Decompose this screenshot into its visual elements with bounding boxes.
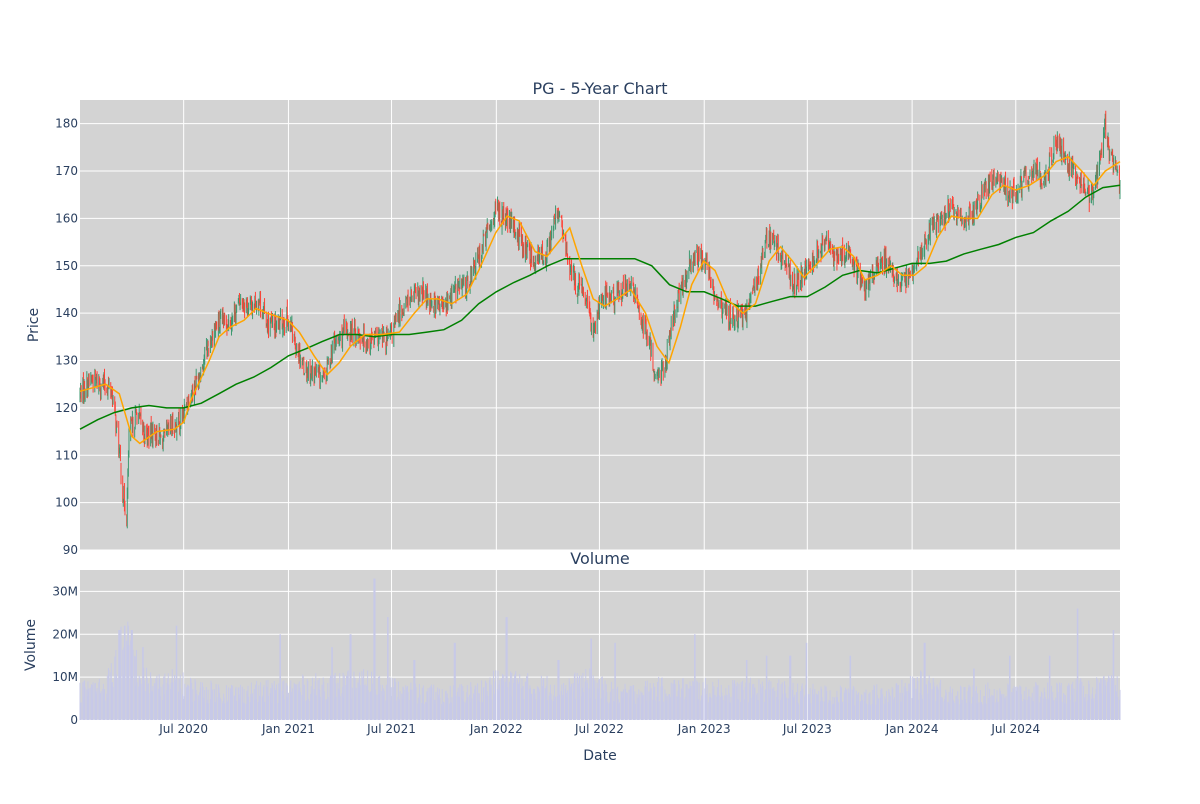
price-tick-label: 90 [63, 543, 78, 557]
price-y-ticks: 90 100 110 120 130 140 150 160 170 180 [55, 117, 78, 557]
volume-bars [79, 578, 1121, 720]
date-tick-label: Jul 2023 [782, 722, 832, 736]
short-moving-average-line [79, 155, 1121, 445]
volume-tick-label: 0 [70, 713, 78, 727]
volume-tick-label: 20M [52, 627, 78, 641]
date-tick-label: Jul 2021 [366, 722, 416, 736]
price-tick-label: 100 [55, 496, 78, 510]
date-tick-label: Jan 2024 [885, 722, 939, 736]
price-grid [80, 100, 1120, 551]
date-tick-label: Jul 2022 [574, 722, 624, 736]
date-x-axis-label: Date [583, 748, 616, 764]
volume-tick-label: 10M [52, 670, 78, 684]
price-tick-label: 170 [55, 164, 78, 178]
date-tick-label: Jul 2020 [158, 722, 208, 736]
volume-chart-title: Volume [570, 549, 630, 568]
price-y-axis-label: Price [26, 308, 42, 342]
candlestick-series [79, 110, 1121, 529]
date-tick-label: Jan 2022 [469, 722, 523, 736]
volume-y-axis-label: Volume [23, 619, 39, 671]
price-tick-label: 140 [55, 306, 78, 320]
price-tick-label: 180 [55, 117, 78, 131]
price-tick-label: 150 [55, 259, 78, 273]
price-tick-label: 130 [55, 354, 78, 368]
date-tick-label: Jan 2021 [261, 722, 315, 736]
price-plot-area [80, 100, 1120, 550]
long-moving-average-line [79, 184, 1121, 430]
price-tick-label: 110 [55, 448, 78, 462]
price-tick-label: 120 [55, 401, 78, 415]
date-x-ticks: Jul 2020 Jan 2021 Jul 2021 Jan 2022 Jul 2022… [158, 722, 1040, 736]
volume-y-ticks: 0 10M 20M 30M [52, 584, 78, 727]
date-tick-label: Jan 2023 [677, 722, 731, 736]
price-tick-label: 160 [55, 211, 78, 225]
price-chart-title: PG - 5-Year Chart [533, 79, 668, 98]
volume-tick-label: 30M [52, 584, 78, 598]
date-tick-label: Jul 2024 [990, 722, 1040, 736]
